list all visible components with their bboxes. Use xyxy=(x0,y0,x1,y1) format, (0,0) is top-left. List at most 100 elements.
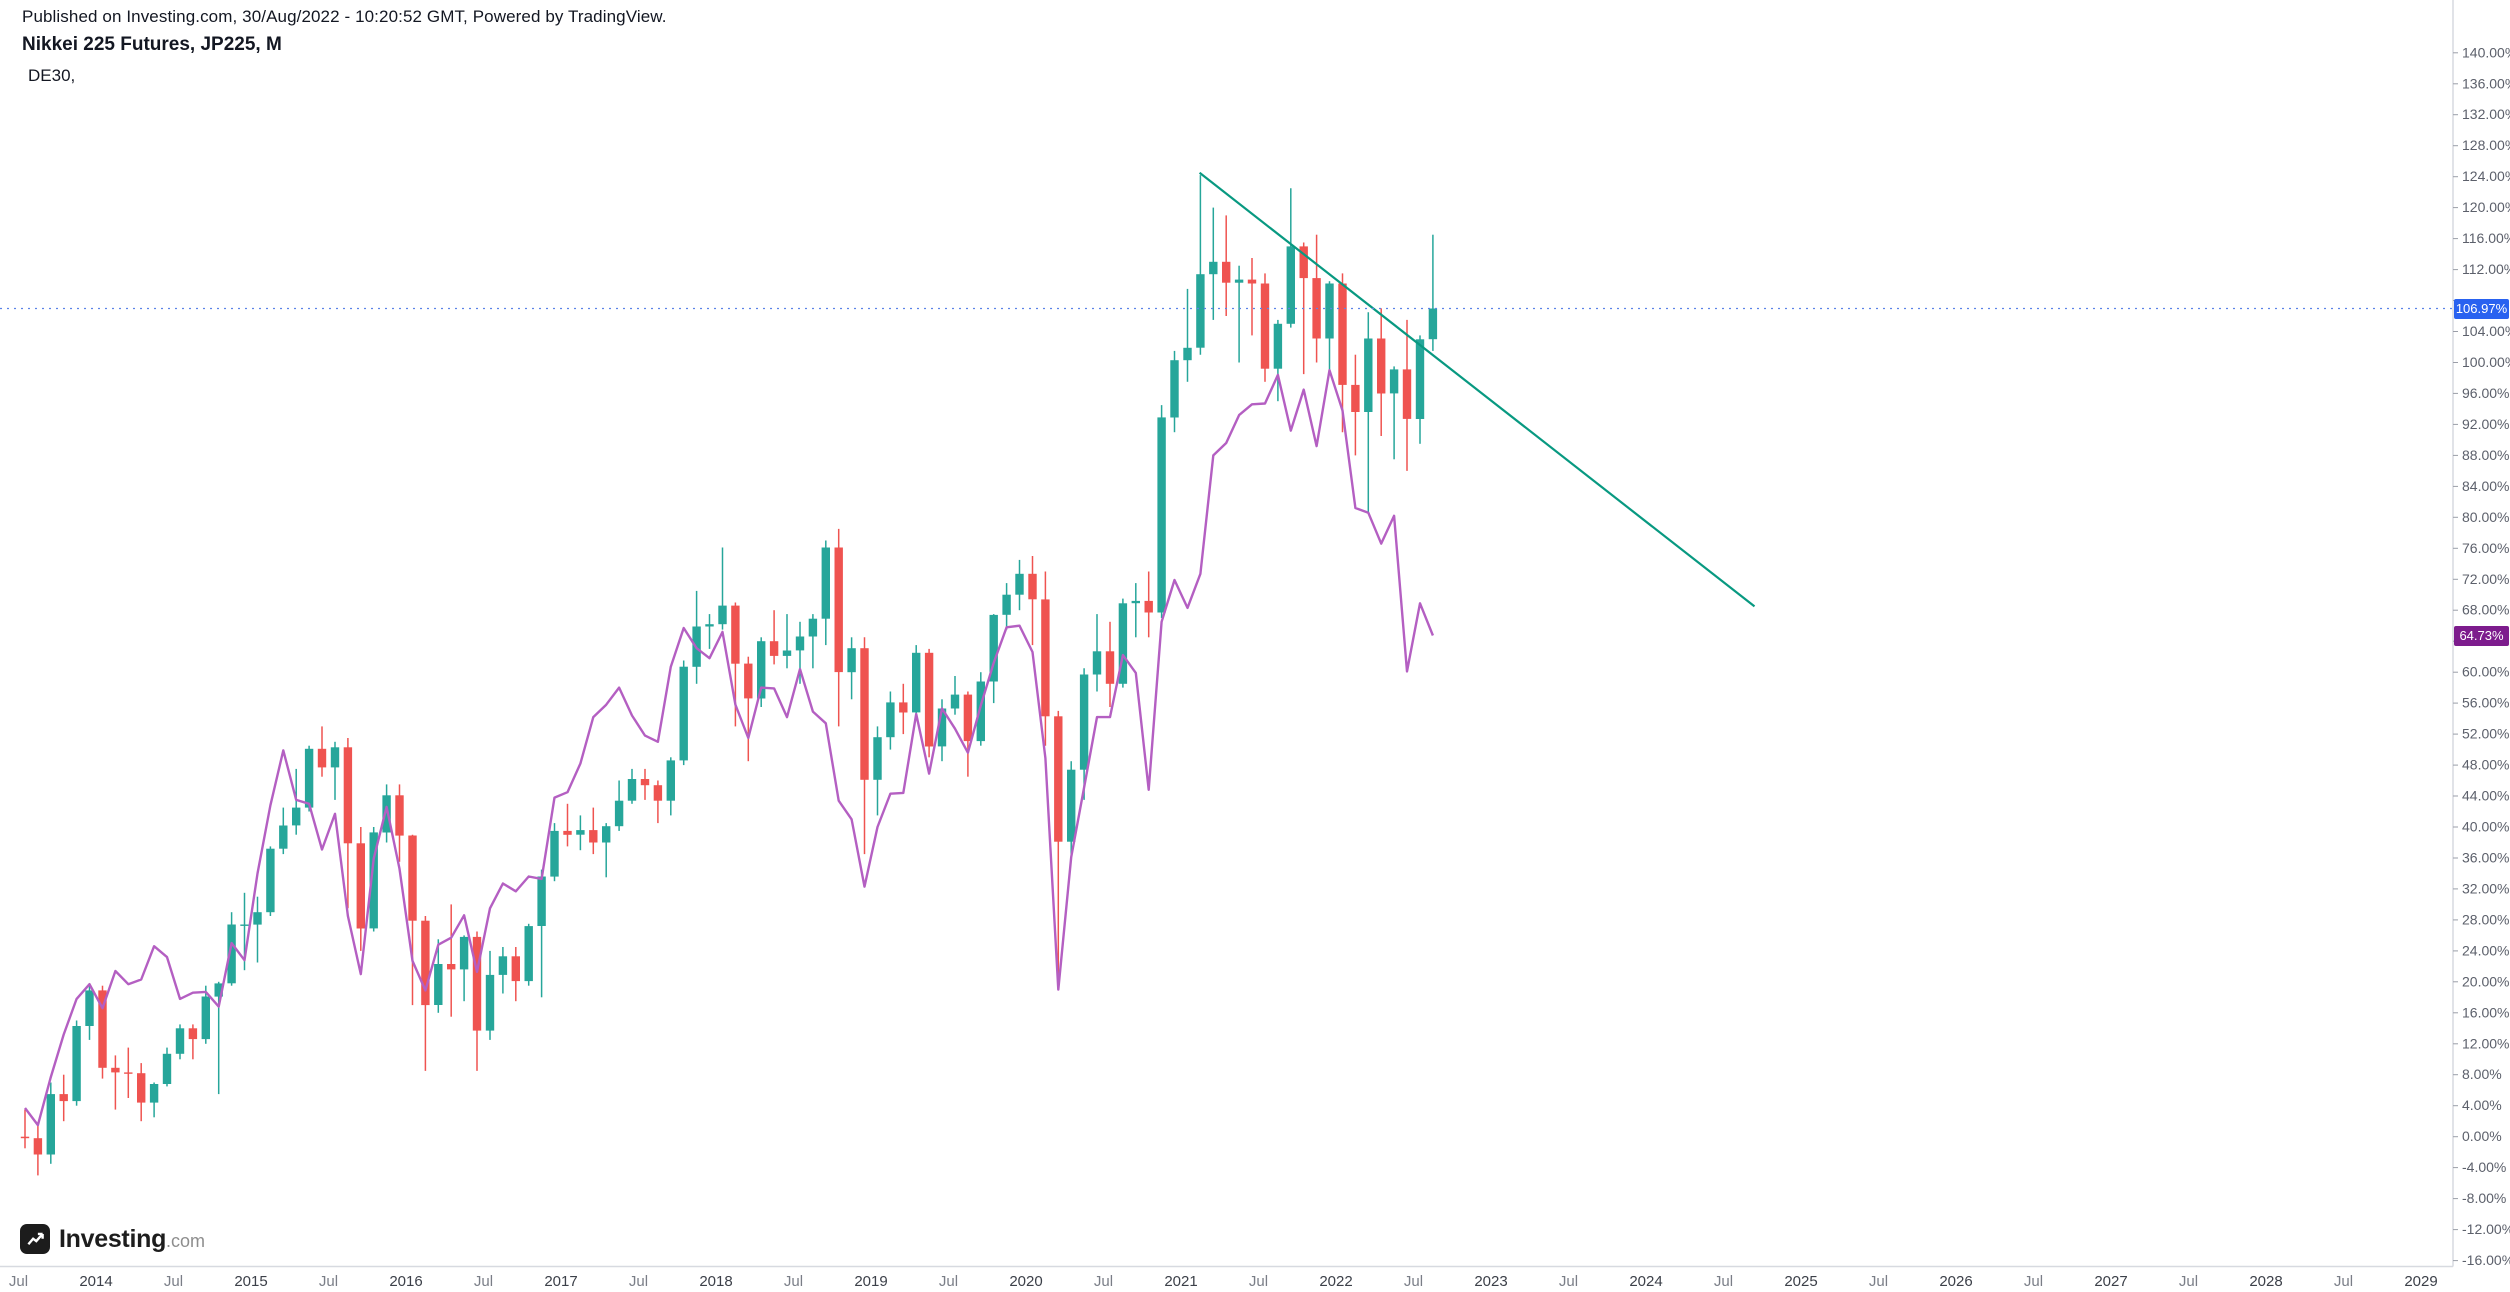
x-axis-label-jul: Jul xyxy=(2179,1273,2198,1290)
candle-body xyxy=(1118,603,1128,684)
y-axis-label: 44.00% xyxy=(2462,788,2509,804)
x-axis-label-year: 2029 xyxy=(2404,1273,2437,1290)
candle-body xyxy=(188,1028,198,1040)
candle xyxy=(511,947,520,1002)
candle xyxy=(124,1047,133,1098)
candle xyxy=(1131,583,1140,638)
candle-body xyxy=(782,650,792,656)
y-axis-label: 24.00% xyxy=(2462,942,2509,958)
candle xyxy=(653,780,663,824)
y-axis-label: 48.00% xyxy=(2462,757,2509,773)
candle xyxy=(395,784,404,862)
candle xyxy=(1092,614,1102,692)
candle xyxy=(1105,621,1115,707)
candle xyxy=(33,1125,43,1176)
candle xyxy=(589,807,598,855)
candle-body xyxy=(847,648,856,673)
candle-body xyxy=(937,708,947,747)
candle-body xyxy=(1364,338,1373,412)
candle xyxy=(292,768,301,835)
y-axis-label: 20.00% xyxy=(2462,973,2509,989)
x-axis-label-year: 2020 xyxy=(1009,1273,1042,1290)
candle xyxy=(266,846,275,916)
candle-body xyxy=(653,785,663,801)
x-axis-label-year: 2024 xyxy=(1629,1273,1662,1290)
candle xyxy=(434,939,443,1013)
candle-body xyxy=(343,747,353,844)
candle-body xyxy=(963,694,973,742)
candle xyxy=(137,1063,146,1122)
x-axis-label-year: 2021 xyxy=(1164,1273,1197,1290)
candle-body xyxy=(421,920,430,1006)
y-axis-label: 84.00% xyxy=(2462,478,2509,494)
candle-body xyxy=(1389,369,1399,394)
candle xyxy=(1157,405,1166,618)
candle xyxy=(847,637,856,700)
candle xyxy=(873,726,882,816)
candle-body xyxy=(1377,338,1386,394)
x-axis-label-jul: Jul xyxy=(939,1273,958,1290)
candle xyxy=(705,614,714,649)
candle xyxy=(576,815,585,851)
x-axis-label-year: 2019 xyxy=(854,1273,887,1290)
y-axis-label: 12.00% xyxy=(2462,1035,2509,1051)
candle xyxy=(963,691,973,777)
candle xyxy=(253,896,262,963)
candle-body xyxy=(1260,283,1270,369)
y-axis-label: 140.00% xyxy=(2462,44,2510,60)
x-axis-label-jul: Jul xyxy=(2334,1273,2353,1290)
candle-body xyxy=(666,760,675,801)
candle xyxy=(602,823,611,878)
x-axis-label-year: 2026 xyxy=(1939,1273,1972,1290)
candle xyxy=(369,827,378,932)
candle-body xyxy=(627,779,637,801)
candle-body xyxy=(1054,716,1063,842)
candle xyxy=(111,1055,120,1110)
candle xyxy=(1054,710,1063,986)
candle-body xyxy=(1028,573,1037,600)
candle-body xyxy=(769,641,779,656)
candle xyxy=(1041,571,1050,746)
candle-body xyxy=(602,826,611,843)
candle xyxy=(485,950,495,1040)
y-axis-label: 0.00% xyxy=(2462,1128,2502,1144)
y-axis-label: 32.00% xyxy=(2462,880,2509,896)
candle xyxy=(317,726,327,777)
investing-logo[interactable]: Investing.com xyxy=(20,1224,205,1254)
published-caption: Published on Investing.com, 30/Aug/2022 … xyxy=(22,7,667,26)
x-axis-label-jul: Jul xyxy=(164,1273,183,1290)
candle-body xyxy=(124,1072,133,1074)
candle xyxy=(1364,312,1373,514)
candle-body xyxy=(834,547,843,673)
candle-body xyxy=(459,936,469,970)
candle-body xyxy=(1247,279,1257,284)
candle-body xyxy=(33,1138,43,1155)
candle-body xyxy=(395,795,404,836)
candle-body xyxy=(744,663,753,699)
candle xyxy=(1260,273,1270,382)
candle-body xyxy=(59,1094,68,1102)
candle-body xyxy=(137,1073,146,1103)
y-axis-label: 40.00% xyxy=(2462,819,2509,835)
candle-body xyxy=(46,1094,55,1155)
x-axis-label-jul: Jul xyxy=(1249,1273,1268,1290)
candle-body xyxy=(434,964,443,1005)
candle xyxy=(769,610,779,665)
candle-body xyxy=(1196,274,1205,348)
candle xyxy=(1377,308,1386,436)
y-axis-label: -8.00% xyxy=(2462,1190,2506,1206)
x-axis-label-year: 2015 xyxy=(234,1273,267,1290)
candle-body xyxy=(330,747,340,768)
candle-body xyxy=(1144,600,1153,613)
candle xyxy=(1118,598,1128,688)
chart-header: Published on Investing.com, 30/Aug/2022 … xyxy=(22,7,667,86)
candle xyxy=(304,745,314,812)
candle xyxy=(1002,583,1011,630)
candle-body xyxy=(266,848,275,913)
candle xyxy=(1415,335,1425,444)
candle-body xyxy=(950,694,960,709)
candle-body xyxy=(1286,246,1295,324)
candle xyxy=(459,935,469,1002)
candle xyxy=(950,676,960,715)
